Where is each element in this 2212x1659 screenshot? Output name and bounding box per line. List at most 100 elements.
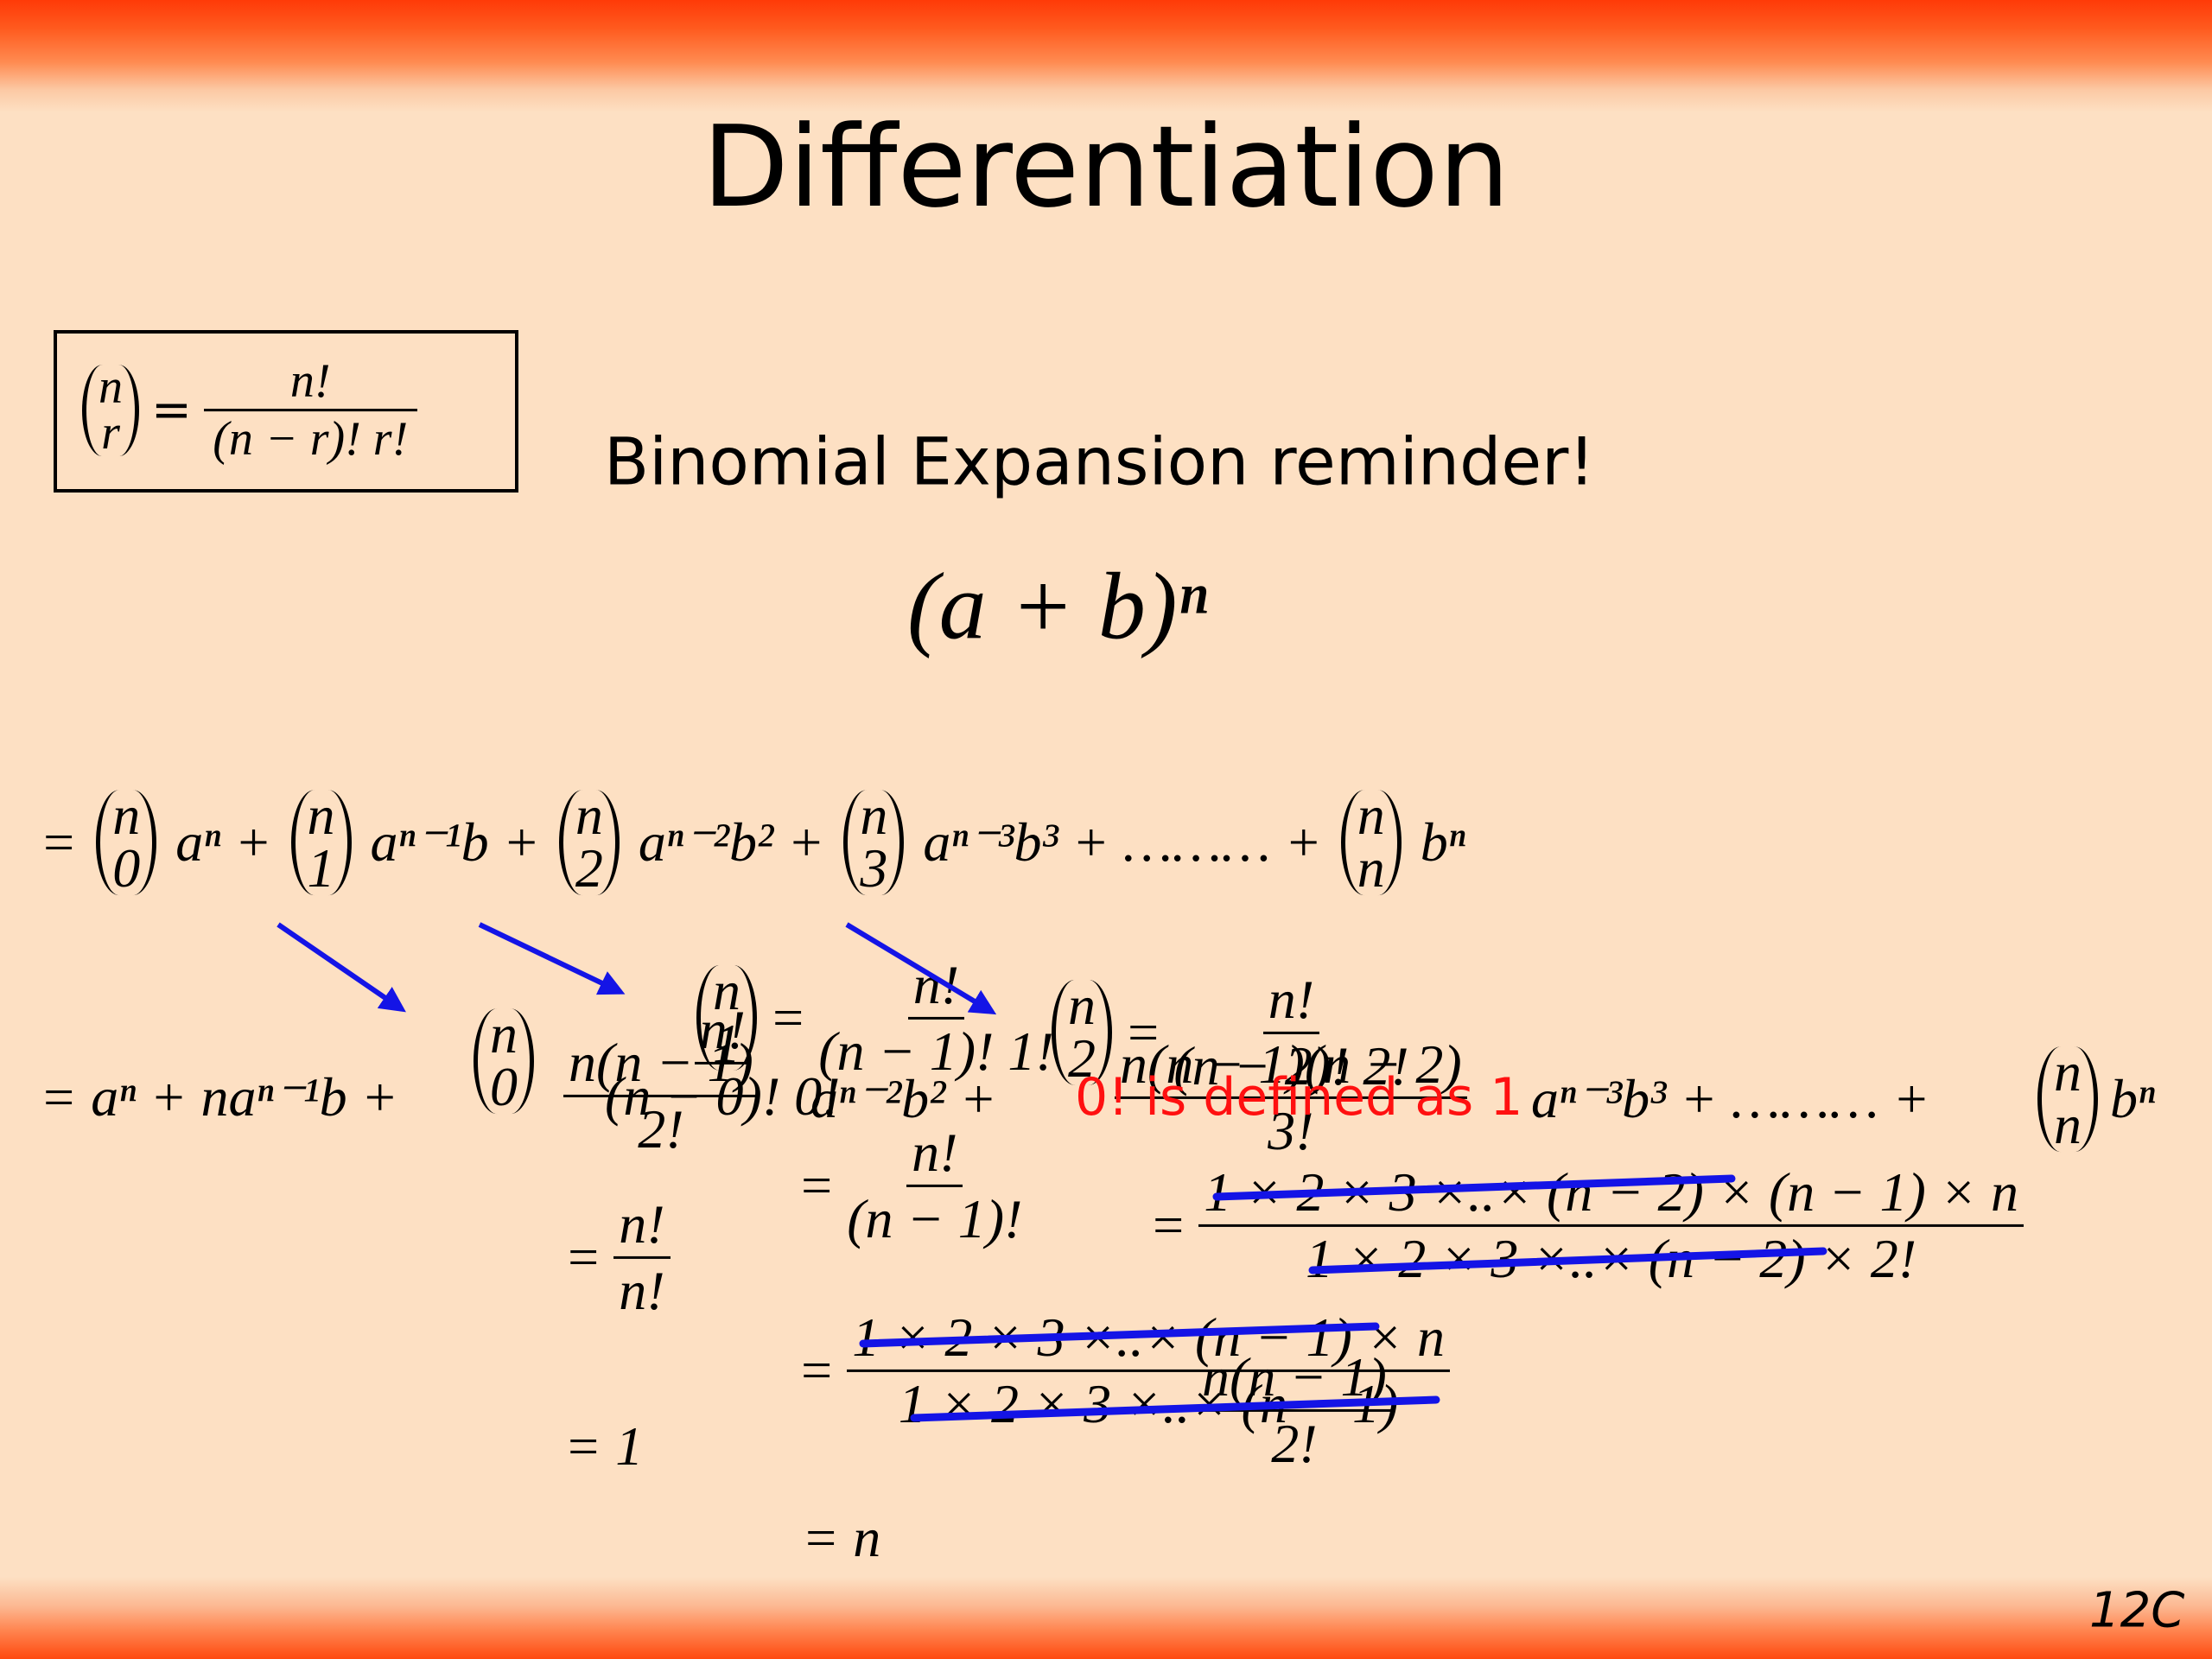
math-text: 0! is defined as 1: [1075, 1067, 1523, 1128]
math-text: = aⁿ + naⁿ⁻¹b +: [40, 1066, 398, 1128]
math-text: =: [564, 1226, 602, 1287]
definition-box: [54, 330, 518, 493]
subtitle: Binomial Expansion reminder!: [604, 423, 1595, 500]
math-text: Binomial Expansion reminder!: [604, 423, 1595, 500]
math-text: =: [798, 1339, 836, 1401]
coef3: n(n − 1)(n − 2) 3!: [1115, 1033, 1467, 1162]
math-text: =: [769, 987, 807, 1048]
strike-lines: [859, 1174, 1827, 1422]
expression: (a + b)ⁿ: [907, 552, 1207, 662]
math-text: n!: [906, 1121, 963, 1187]
working-1-step1: = n! (n − 1)!: [798, 1121, 1022, 1250]
group: n! (n − 1)!: [847, 1121, 1022, 1250]
math-text: (n − 1)! 1!: [818, 1020, 1054, 1082]
arrow: [478, 922, 626, 995]
term: =: [40, 811, 78, 873]
group: n! n!: [613, 1192, 671, 1322]
math-text: =: [1149, 1194, 1187, 1255]
binomial-bottom: 3: [860, 837, 888, 899]
term: bⁿ: [1420, 811, 1465, 873]
term: aⁿ⁻¹b +: [370, 811, 540, 873]
math-text: n: [2054, 1041, 2082, 1103]
term: aⁿ⁻³b³ + ……… +: [923, 811, 1322, 873]
expansion-row: = n 0 aⁿ + n 1 aⁿ⁻¹b + n 2 aⁿ⁻²b² + n 3 aⁿ⁻³b³ + …………: [40, 785, 1465, 899]
working-0-result: = 1: [564, 1414, 643, 1478]
term4: aⁿ⁻³b³ + ……… +: [1531, 1067, 1929, 1131]
math-text: =: [151, 382, 192, 439]
strike: [1212, 1174, 1736, 1201]
working-2-result: n(n − 1) 2!: [1197, 1345, 1392, 1475]
math-text: = n: [802, 1507, 881, 1568]
math-text: =: [798, 1154, 836, 1216]
term: aⁿ +: [175, 811, 272, 873]
strike: [859, 1322, 1380, 1348]
math-text: n: [713, 960, 741, 1022]
math-text: n!: [1262, 968, 1320, 1034]
math-text: (a + b)ⁿ: [907, 553, 1208, 659]
math-text: 12C: [2089, 1582, 2185, 1639]
binomial-bottom: 1: [307, 837, 335, 899]
math-text: n: [1068, 975, 1096, 1037]
math-text: 2!: [638, 1097, 684, 1160]
math-text: n: [99, 359, 123, 414]
group: n! (n − 1)! 1!: [818, 953, 1053, 1083]
math-text: n: [490, 1003, 518, 1065]
arrows: [276, 922, 997, 1015]
binomial-bottom: 2: [575, 837, 603, 899]
binomial-bottom: 0: [112, 837, 141, 899]
math-text: 0: [490, 1056, 518, 1117]
term3: aⁿ⁻²b² +: [810, 1067, 997, 1131]
group: n(n − 1)(n − 2) 3!: [1115, 1033, 1467, 1162]
math-text: =: [1124, 1001, 1162, 1063]
math-text: (n − r)! r!: [213, 412, 409, 467]
math-text: n: [2054, 1094, 2082, 1155]
math-text: r: [101, 406, 120, 460]
title: Differentiation: [0, 101, 2212, 232]
binomial-bottom: n: [1357, 837, 1385, 899]
math-text: n!: [613, 1192, 671, 1259]
math-text: 3!: [1268, 1099, 1314, 1161]
math-text: = 1: [564, 1415, 644, 1477]
simplified-start: = aⁿ + naⁿ⁻¹b +: [40, 1065, 398, 1129]
math-text: (n − 1)!: [847, 1187, 1023, 1249]
group: n(n − 1) 2!: [1197, 1345, 1392, 1475]
math-text: n!: [203, 353, 417, 412]
arrow: [845, 922, 997, 1015]
math-text: 1: [713, 1013, 741, 1074]
binomial-top: n: [307, 785, 335, 847]
math-text: 2!: [1271, 1412, 1318, 1474]
arrow: [276, 922, 406, 1013]
math-text: bⁿ: [2110, 1068, 2156, 1129]
math-text: aⁿ⁻²b² +: [810, 1068, 997, 1129]
binomial-top: n: [1357, 785, 1385, 847]
binomial-top: n: [112, 785, 141, 847]
math-text: n(n − 1)(n − 2): [1115, 1033, 1467, 1099]
binomial-top: n: [575, 785, 603, 847]
top-band: [0, 0, 2212, 112]
strike: [1308, 1247, 1827, 1274]
binomial-top: n: [860, 785, 888, 847]
title-text: Differentiation: [702, 101, 1510, 232]
math-text: 2: [1068, 1027, 1096, 1089]
term: aⁿ⁻²b² +: [638, 811, 825, 873]
working-0-step1: = n! n!: [564, 1192, 671, 1322]
group: n! (n − 2)! 2!: [1173, 968, 1408, 1097]
